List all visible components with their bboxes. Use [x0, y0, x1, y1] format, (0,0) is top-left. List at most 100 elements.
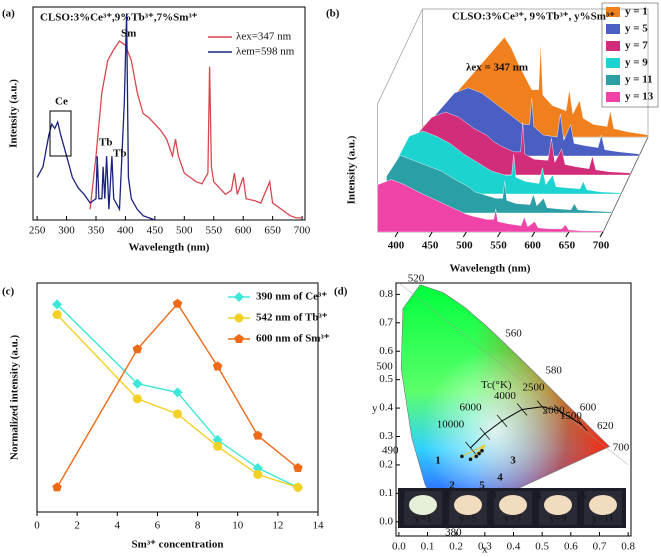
marker [213, 441, 223, 451]
x-tick-label: 14 [313, 520, 325, 532]
y-axis-label: Intensity (a.u.) [8, 79, 20, 148]
subtitle: λex = 347 nm [466, 62, 528, 74]
photo-label: y=1 [414, 513, 431, 525]
legend-label: 390 nm of Ce³⁺ [256, 291, 327, 303]
wavelength-label: 500 [376, 360, 393, 372]
sample [454, 495, 482, 515]
isotherm [516, 403, 528, 416]
x-tick-label: 6 [155, 520, 161, 532]
x-tick-label: 2 [74, 520, 80, 532]
panel-label: (b) [326, 8, 340, 20]
marker [172, 387, 183, 398]
x-tick-label: 400 [117, 225, 134, 237]
isotherm [554, 404, 565, 418]
x-tick-label: 550 [205, 225, 222, 237]
x-tick-label: 300 [58, 225, 75, 237]
point [460, 454, 464, 459]
isotherm [536, 400, 548, 413]
x-tick-label: 0.2 [449, 541, 463, 553]
legend-frame [601, 2, 659, 108]
y-tick-label: 0.3 [379, 430, 393, 442]
point-label: 4 [497, 472, 503, 484]
arrow [461, 444, 486, 457]
x-tick-label: 0 [34, 520, 40, 532]
area [386, 155, 613, 214]
x-tick-label: 650 [264, 225, 281, 237]
x-tick-label: 12 [272, 520, 283, 532]
legend-label: y = 5 [625, 23, 648, 35]
y-tick-label: 0.4 [379, 402, 393, 414]
point [474, 454, 479, 459]
y-axis-label: y [372, 403, 378, 415]
legend-label: 600 nm of Sm³⁺ [256, 333, 330, 345]
line [89, 40, 303, 219]
x-axis-label: Sm³⁺ concentration [132, 539, 224, 551]
x-tick [462, 231, 467, 238]
legend-label: λex=347 nm [236, 31, 292, 43]
x-tick-label: 600 [524, 240, 541, 252]
y-tick-label: 0.7 [379, 316, 393, 328]
marker [52, 482, 62, 492]
x-tick [497, 231, 501, 238]
x-tick-label: 650 [559, 240, 576, 252]
panel-label: (a) [2, 8, 15, 20]
tc-label: 2500 [523, 382, 546, 394]
area [377, 179, 604, 233]
tc-label: 6000 [460, 402, 483, 414]
x-tick-label: 8 [195, 520, 201, 532]
marker [252, 463, 263, 473]
photo-label: y=5 [459, 513, 477, 525]
y-tick-label: 0.5 [379, 373, 393, 385]
line [56, 303, 299, 489]
tc-label: 2000 [543, 404, 566, 416]
chart-title: CLSO:3%Ce³⁺, 9%Tb³⁺, y%Sm³⁺ [452, 11, 615, 23]
point-label: 2 [449, 480, 455, 492]
marker [293, 482, 303, 492]
x-tick-label: 450 [422, 240, 439, 252]
x-tick-label: 500 [176, 225, 193, 237]
photo-label: y=9 [549, 513, 567, 525]
x-tick [599, 231, 604, 238]
x-tick [565, 231, 570, 238]
x-tick-label: 700 [593, 240, 610, 252]
x-tick-label: 10 [232, 520, 244, 532]
marker [173, 409, 182, 419]
plot-frame [32, 6, 306, 221]
photo-label: y=7 [504, 513, 522, 525]
x-tick-label: 0.8 [621, 541, 635, 553]
annotation: Tb [113, 148, 126, 160]
sample [544, 495, 572, 515]
x-tick-label: 700 [294, 225, 311, 237]
x-axis-label: Wavelength (nm) [129, 242, 210, 254]
marker [234, 292, 244, 302]
sample [499, 495, 527, 515]
marker [212, 434, 223, 445]
panel-label: (d) [334, 286, 348, 298]
wavelength-label: 520 [408, 272, 425, 284]
x-tick [531, 231, 536, 238]
y-tick-label: 0.2 [379, 458, 393, 470]
legend-label: 542 nm of Tb³⁺ [256, 312, 328, 324]
y-axis-label: Normalized intensity (a.u.) [9, 335, 21, 461]
y-tick-label: 0.0 [379, 515, 393, 527]
marker [293, 463, 303, 472]
marker [234, 334, 244, 343]
point [477, 451, 481, 456]
marker [172, 298, 183, 308]
x-tick-label: 450 [147, 225, 164, 237]
annotation-box [49, 110, 72, 157]
marker [52, 310, 62, 320]
wavelength-label: 380 [445, 527, 462, 539]
tc-label: 1500 [560, 410, 583, 422]
wavelength-label: 490 [382, 444, 399, 456]
annotation: Ce [55, 96, 68, 108]
back-wall [422, 8, 649, 137]
x-tick-label: 4 [115, 520, 121, 532]
point-label: 5 [479, 480, 485, 492]
photo-number: 4 [536, 490, 542, 502]
x-tick-label: 0.6 [564, 541, 578, 553]
legend-label: y = 13 [625, 91, 654, 103]
tc-title: Tc(°K) [481, 379, 512, 391]
point [468, 457, 473, 462]
